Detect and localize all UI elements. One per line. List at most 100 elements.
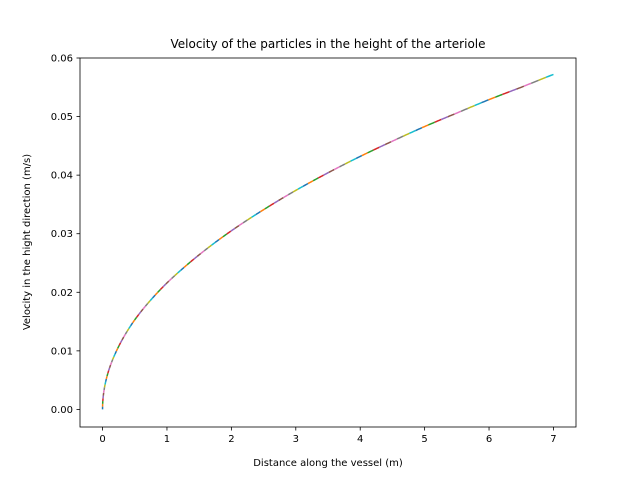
trajectory-segment [434,118,442,123]
trajectory-segment [251,213,257,218]
trajectory-segment [234,224,240,230]
x-axis: 0 1 2 3 4 5 6 7 [99,427,557,445]
trajectory-segment [538,76,547,81]
trajectory-segment [109,362,113,366]
y-tick-label: 0.00 [51,405,73,416]
y-tick-label: 0.06 [51,54,73,65]
trajectory-segment [113,353,116,358]
y-tick-label: 0.02 [51,288,73,299]
trajectory-segment [121,336,125,341]
trajectory-segment [269,202,275,207]
trajectory-segment [126,328,130,332]
trajectory-segment [107,370,110,374]
trajectory-segment [147,300,151,304]
trajectory-segment [259,208,266,213]
trajectory-segment [278,196,284,202]
trajectory-segment [460,107,469,112]
trajectory-segment [130,322,134,327]
trajectory-segment [226,230,232,235]
trajectory-segment [200,250,205,255]
trajectory-segment [523,82,532,87]
trajectory-segment [502,91,510,96]
trajectory-segment [230,227,236,232]
trajectory-segment [149,297,154,302]
trajectory-segment [114,350,118,355]
trajectory-segment [105,375,108,380]
x-tick-label: 7 [550,434,556,445]
trajectory-segment [378,143,386,148]
trajectory-segment [361,152,368,157]
trajectory-segment [333,166,340,171]
trajectory-segment [171,275,176,279]
y-tick-label: 0.04 [51,171,73,182]
trajectory-segment [488,96,496,101]
plot-frame [79,57,577,428]
trajectory-segment [111,356,115,360]
trajectory-segment [440,116,449,121]
trajectory-segment [124,330,128,335]
trajectory-segment [132,319,136,324]
y-tick-label: 0.05 [51,112,73,123]
x-tick-label: 1 [164,434,170,445]
trajectory-segment [467,104,475,110]
trajectory-segment [174,272,179,277]
trajectory-segment [339,163,346,168]
trajectory-segment [238,222,244,227]
trajectory-segment [140,308,144,313]
trajectory-segment [516,85,525,90]
trajectory-segment [415,127,423,132]
trajectory-segment [183,264,188,269]
trajectory-segment [165,280,170,285]
y-axis-label: Velocity in the hight direction (m/s) [22,154,33,330]
trajectory-segment [186,261,191,266]
x-tick-label: 2 [228,434,234,445]
trajectory-segment [390,138,398,143]
trajectory-segment [350,157,357,162]
trajectory-segment [317,174,324,179]
trajectory-segment [177,269,182,274]
trajectory-segment [344,160,351,165]
trajectory-segment [104,381,107,385]
trajectory-segment [207,244,212,249]
trajectory-segment [428,121,436,126]
chart-title: Velocity of the particles in the height … [170,37,485,51]
trajectory-segment [119,339,123,344]
x-tick-label: 6 [486,434,492,445]
x-tick-label: 3 [293,434,299,445]
x-axis-label: Distance along the vessel (m) [253,458,403,469]
trajectory-segment [509,88,517,93]
trajectory-segment [264,205,270,210]
trajectory-segment [203,247,209,252]
trajectory-segment [162,283,167,288]
trajectory-segment [255,211,261,216]
trajectory-segment [481,99,489,104]
trajectory-segment [136,314,140,318]
trajectory-segment [211,241,216,246]
trajectory-segment [108,364,112,369]
trajectory-segment [103,384,106,388]
trajectory-segment [242,219,248,224]
trajectory-segment [307,180,314,185]
trajectory-segment [118,342,122,346]
trajectory-segment [142,305,146,310]
trajectory-segment [214,238,220,243]
trajectory-segment [454,110,462,115]
trajectory-segment [133,316,138,321]
trajectory-segment [157,288,161,293]
trajectory-segment [474,102,482,107]
trajectory-segment [292,188,299,193]
trajectory-segment [144,302,149,307]
y-axis: 0.00 0.01 0.02 0.03 0.04 0.05 0.06 [51,54,80,416]
trajectory-segment [530,79,539,84]
trajectory-segment [373,146,380,151]
trajectory-segment [396,135,404,140]
trajectory-segment [545,73,554,79]
trajectory-segment [159,286,164,291]
trajectory-segment [302,182,309,188]
x-tick-label: 4 [357,434,363,445]
y-tick-label: 0.01 [51,346,73,357]
trajectory-segment [107,367,111,371]
trajectory-segment [297,185,304,190]
trajectory-segment [168,277,173,282]
